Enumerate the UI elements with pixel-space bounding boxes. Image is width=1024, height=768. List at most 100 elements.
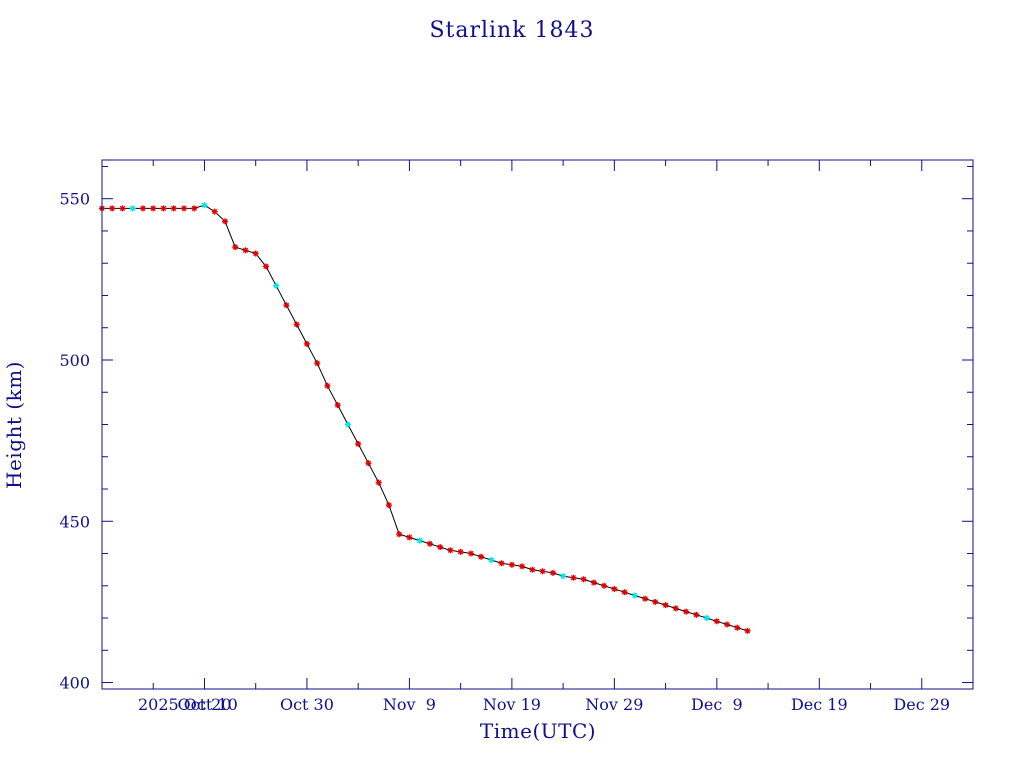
- data-point: [672, 605, 679, 612]
- marker-stroke: [140, 205, 146, 212]
- marker-stroke: [673, 605, 679, 612]
- data-point: [170, 205, 177, 212]
- data-point: [140, 205, 146, 212]
- marker-stroke: [294, 321, 300, 328]
- marker-stroke: [621, 589, 628, 595]
- data-point: [570, 574, 577, 581]
- marker-stroke: [601, 583, 607, 589]
- marker-stroke: [355, 441, 361, 447]
- data-point: [601, 582, 608, 589]
- data-point: [529, 566, 536, 573]
- data-point: [631, 592, 638, 599]
- data-point: [283, 302, 290, 309]
- x-tick-label: Oct 20: [177, 695, 231, 714]
- marker-stroke: [253, 250, 259, 257]
- data-point: [222, 218, 228, 225]
- x-axis-title: Time(UTC): [480, 719, 596, 743]
- x-tick-label: 2025 Oct 10: [138, 695, 238, 714]
- marker-stroke: [273, 283, 279, 289]
- data-point: [273, 282, 280, 289]
- data-point: [703, 615, 710, 621]
- data-point: [293, 321, 300, 328]
- data-point: [232, 244, 239, 251]
- axis-ticks: [101, 160, 974, 689]
- data-point: [109, 205, 116, 212]
- marker-stroke: [550, 570, 556, 576]
- marker-stroke: [632, 592, 638, 599]
- data-point: [181, 205, 187, 212]
- marker-stroke: [406, 534, 413, 541]
- marker-stroke: [580, 576, 587, 582]
- y-tick-label: 550: [59, 190, 90, 209]
- marker-stroke: [242, 247, 249, 253]
- marker-stroke: [437, 544, 443, 550]
- plot-frame: [101, 159, 974, 690]
- data-point: [324, 382, 331, 389]
- marker-stroke: [734, 625, 740, 631]
- series-line: [102, 204, 748, 632]
- data-point: [201, 202, 208, 209]
- data-point: [375, 479, 382, 486]
- marker-stroke: [539, 568, 546, 574]
- data-point: [611, 586, 618, 592]
- data-point: [314, 360, 321, 367]
- data-point: [150, 205, 157, 212]
- x-tick-label: Dec 19: [791, 695, 848, 714]
- marker-stroke: [396, 531, 402, 537]
- data-point: [211, 208, 218, 215]
- chart-title: Starlink 1843: [429, 18, 594, 43]
- marker-stroke: [212, 208, 218, 215]
- marker-stroke: [519, 563, 525, 570]
- data-point: [508, 561, 515, 568]
- marker-stroke: [263, 263, 269, 270]
- data-point: [580, 576, 587, 583]
- data-point: [426, 540, 433, 547]
- marker-stroke: [642, 596, 648, 602]
- marker-stroke: [478, 554, 484, 560]
- data-point: [355, 440, 362, 447]
- y-tick-label: 500: [59, 351, 90, 370]
- marker-stroke: [181, 205, 187, 212]
- marker-stroke: [683, 608, 689, 615]
- x-tick-label: Oct 30: [280, 695, 334, 714]
- plot-area: [99, 202, 751, 634]
- data-point: [734, 624, 741, 631]
- marker-stroke: [468, 550, 474, 557]
- data-point: [724, 621, 731, 628]
- y-tick-label: 450: [59, 512, 90, 531]
- marker-stroke: [109, 205, 115, 212]
- data-point: [263, 263, 269, 270]
- marker-stroke: [160, 205, 167, 212]
- marker-stroke: [509, 562, 515, 568]
- data-point: [560, 573, 567, 580]
- data-point: [119, 205, 126, 212]
- marker-stroke: [457, 549, 464, 555]
- marker-stroke: [498, 560, 505, 566]
- x-tick-label: Dec 9: [691, 695, 743, 714]
- marker-stroke: [304, 341, 310, 347]
- data-point: [467, 550, 474, 557]
- data-point: [488, 557, 495, 563]
- marker-stroke: [191, 205, 197, 212]
- x-tick-label: Nov 19: [483, 695, 541, 714]
- marker-stroke: [693, 612, 699, 618]
- marker-stroke: [529, 567, 536, 573]
- data-point: [447, 547, 454, 554]
- data-point: [457, 548, 464, 555]
- marker-stroke: [283, 302, 290, 308]
- data-point: [303, 340, 310, 347]
- data-point: [713, 618, 720, 625]
- marker-stroke: [714, 618, 720, 624]
- data-point: [642, 595, 649, 602]
- x-tick-label: Dec 29: [893, 695, 950, 714]
- x-tick-label: Nov 29: [585, 695, 643, 714]
- data-point: [396, 531, 403, 538]
- data-point: [416, 537, 423, 544]
- data-point: [519, 563, 526, 570]
- data-point: [344, 421, 351, 428]
- data-point: [365, 460, 372, 467]
- data-point: [406, 534, 413, 541]
